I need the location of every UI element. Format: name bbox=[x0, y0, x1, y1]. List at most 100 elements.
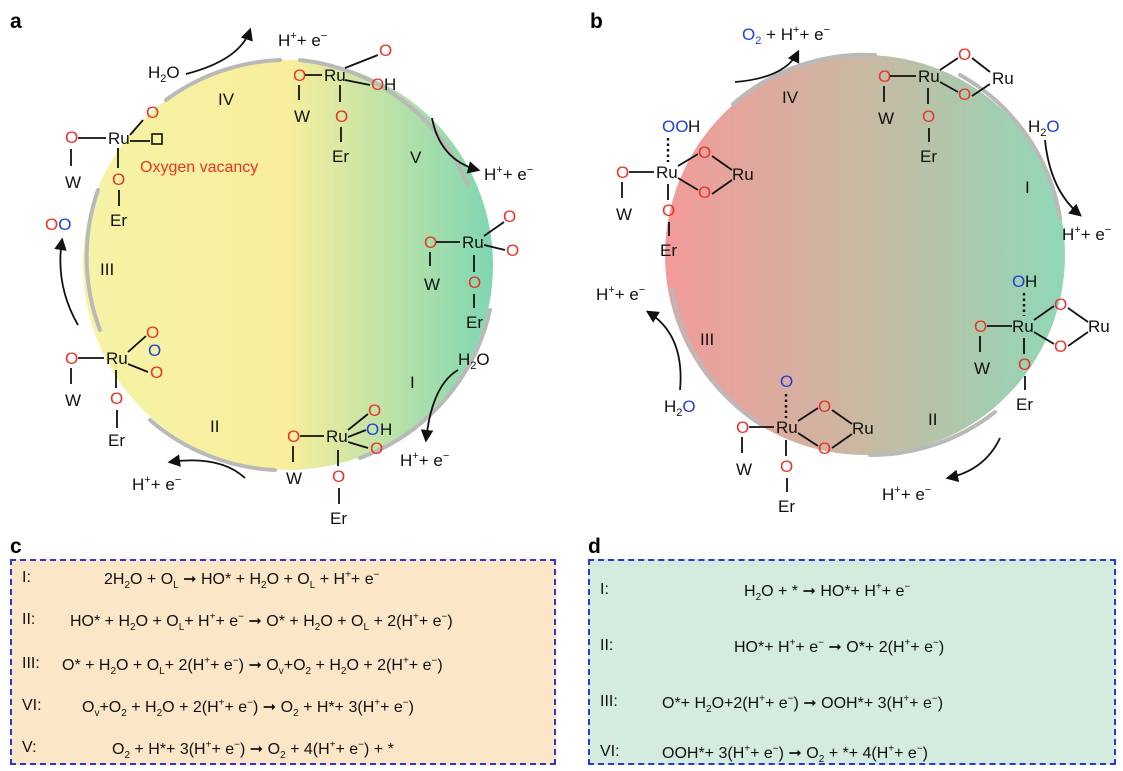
svg-text:O: O bbox=[974, 317, 987, 336]
svg-text:Er: Er bbox=[466, 313, 483, 332]
panel-a-stage-label: III bbox=[100, 260, 114, 279]
svg-text:W: W bbox=[424, 275, 440, 294]
equation-text: H2O + * ➞ HO*+ H++ e− bbox=[744, 581, 911, 604]
svg-text:Ru: Ru bbox=[326, 427, 348, 446]
svg-text:O: O bbox=[1054, 337, 1067, 356]
o2-label: OO bbox=[45, 215, 71, 234]
proton-electron-label: H++ e− bbox=[882, 484, 931, 504]
step-label: II: bbox=[22, 611, 36, 628]
equation-text: Ov+O2 + H2O + 2(H++ e−) ➞ O2 + H*+ 3(H++… bbox=[82, 697, 414, 720]
svg-text:O: O bbox=[65, 128, 78, 147]
panel-b-cycle-disk bbox=[665, 55, 1065, 455]
panel-a-stage-label: IV bbox=[218, 90, 235, 109]
svg-text:O: O bbox=[379, 41, 392, 60]
svg-text:W: W bbox=[878, 109, 894, 128]
ru-complex-left: O W Ru O O O O Er bbox=[65, 323, 163, 450]
svg-text:O: O bbox=[366, 420, 379, 439]
step-label: III: bbox=[600, 693, 618, 710]
step-label: VI: bbox=[600, 743, 620, 760]
svg-text:Ru: Ru bbox=[918, 67, 940, 86]
equation-row: VI: OOH*+ 3(H++ e−) ➞ O2 + *+ 4(H++ e−) bbox=[590, 743, 1114, 765]
release-arrow bbox=[431, 117, 481, 174]
equation-text: HO* + H2O + OL+ H++ e− ➞ O* + H2O + OL +… bbox=[70, 611, 453, 634]
water-label: H2O bbox=[148, 63, 180, 85]
svg-text:W: W bbox=[65, 173, 81, 192]
svg-text:O: O bbox=[370, 439, 383, 458]
svg-text:O: O bbox=[780, 372, 793, 391]
release-arrow bbox=[645, 310, 682, 391]
proton-electron-label: H++ e− bbox=[132, 474, 181, 494]
svg-text:O: O bbox=[110, 389, 123, 408]
panel-d-equation-box: I: H2O + * ➞ HO*+ H++ e− II: HO*+ H++ e−… bbox=[588, 559, 1116, 765]
equation-text: 2H2O + OL ➞ HO* + H2O + OL + H++ e− bbox=[104, 569, 380, 592]
svg-text:O: O bbox=[958, 85, 971, 104]
svg-text:OO: OO bbox=[662, 117, 688, 136]
svg-text:O: O bbox=[506, 241, 519, 260]
panel-b-stage-label: IV bbox=[782, 88, 799, 107]
panel-c-equation-box: I: 2H2O + OL ➞ HO* + H2O + OL + H++ e− I… bbox=[10, 559, 556, 765]
svg-text:O: O bbox=[371, 75, 384, 94]
equation-row: III: O*+ H2O+2(H++ e−) ➞ OOH*+ 3(H++ e−) bbox=[590, 693, 1114, 715]
svg-text:O: O bbox=[1054, 295, 1067, 314]
svg-text:O: O bbox=[662, 201, 675, 220]
svg-text:O: O bbox=[368, 401, 381, 420]
equation-row: I: 2H2O + OL ➞ HO* + H2O + OL + H++ e− bbox=[12, 569, 554, 591]
panel-a-cycle-disk bbox=[83, 60, 493, 470]
svg-text:H: H bbox=[380, 420, 392, 439]
step-label: I: bbox=[22, 569, 31, 586]
water-label: H2O bbox=[664, 397, 696, 419]
svg-text:O: O bbox=[878, 67, 891, 86]
svg-text:O: O bbox=[818, 397, 831, 416]
svg-text:H: H bbox=[688, 117, 700, 136]
step-label: V: bbox=[22, 739, 37, 756]
svg-text:H: H bbox=[384, 75, 396, 94]
svg-text:W: W bbox=[65, 391, 81, 410]
panel-b-stage-label: I bbox=[1025, 178, 1030, 197]
proton-electron-label: H++ e− bbox=[484, 164, 533, 184]
ru-dimer-ooh: OO H O W Ru O O Ru O Er bbox=[616, 117, 754, 260]
panel-b-stage-label: III bbox=[700, 330, 714, 349]
proton-electron-label: H++ e− bbox=[596, 284, 645, 304]
panel-b-letter: b bbox=[590, 10, 603, 33]
step-label: VI: bbox=[22, 697, 42, 714]
step-label: III: bbox=[22, 655, 40, 672]
svg-text:Er: Er bbox=[110, 211, 127, 230]
svg-text:Ru: Ru bbox=[462, 233, 484, 252]
panel-a-stage-arcs bbox=[84, 58, 492, 472]
vacancy-label: Oxygen vacancy bbox=[140, 159, 258, 176]
panel-a-stage-label: I bbox=[410, 373, 415, 392]
svg-text:O: O bbox=[424, 233, 437, 252]
water-label: H2O bbox=[458, 350, 490, 372]
svg-text:O: O bbox=[468, 273, 481, 292]
equation-text: HO*+ H++ e− ➞ O*+ 2(H++ e−) bbox=[734, 637, 945, 656]
equation-text: OOH*+ 3(H++ e−) ➞ O2 + *+ 4(H++ e−) bbox=[662, 743, 928, 766]
vacancy-square-icon bbox=[151, 133, 163, 145]
svg-text:O: O bbox=[332, 467, 345, 486]
water-label: H2O bbox=[1028, 117, 1060, 139]
o2-release-label: O2 + H++ e− bbox=[742, 24, 830, 47]
svg-text:O: O bbox=[736, 418, 749, 437]
svg-text:Er: Er bbox=[108, 431, 125, 450]
svg-text:Er: Er bbox=[1016, 395, 1033, 414]
svg-text:O: O bbox=[958, 45, 971, 64]
svg-text:Ru: Ru bbox=[1088, 317, 1110, 336]
release-arrow bbox=[185, 27, 253, 75]
equation-row: VI: Ov+O2 + H2O + 2(H++ e−) ➞ O2 + H*+ 3… bbox=[12, 697, 554, 719]
panel-b-stage-label: II bbox=[928, 410, 937, 429]
panel-d-letter: d bbox=[588, 535, 601, 558]
svg-text:Ru: Ru bbox=[732, 165, 754, 184]
svg-text:Er: Er bbox=[332, 147, 349, 166]
panel-b-stage-arcs bbox=[670, 52, 1062, 458]
equation-text: O* + H2O + OL+ 2(H++ e−) ➞ Ov+O2 + H2O +… bbox=[62, 655, 443, 678]
svg-text:Er: Er bbox=[660, 241, 677, 260]
svg-text:W: W bbox=[616, 205, 632, 224]
svg-text:O: O bbox=[335, 107, 348, 126]
svg-text:Er: Er bbox=[920, 147, 937, 166]
svg-text:Ru: Ru bbox=[108, 129, 130, 148]
svg-text:O: O bbox=[922, 107, 935, 126]
svg-text:O: O bbox=[1018, 355, 1031, 374]
input-arrow bbox=[1044, 139, 1082, 217]
